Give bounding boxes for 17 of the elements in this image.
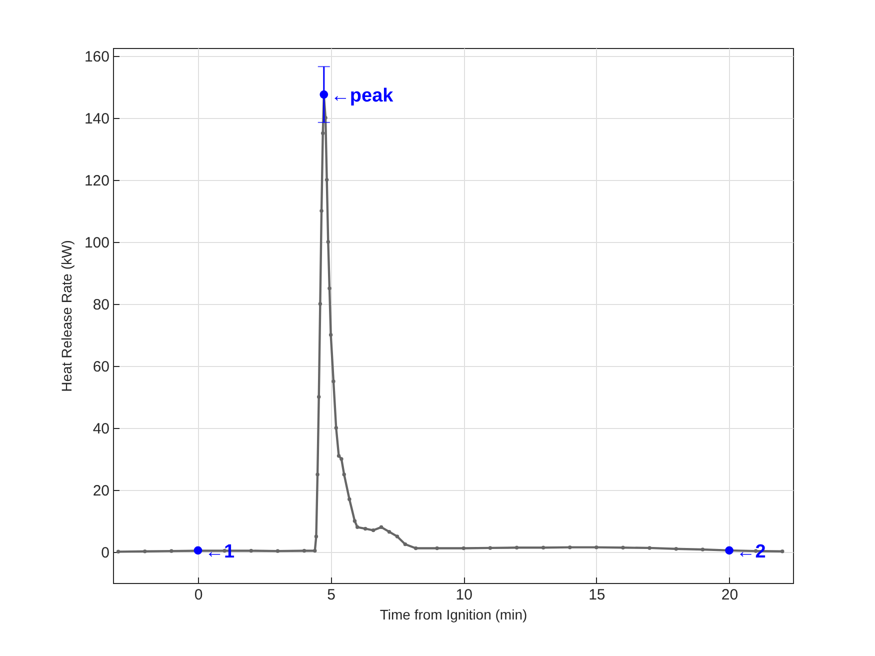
x-tick-label: 20: [721, 586, 738, 604]
y-tick-label: 60: [92, 358, 110, 376]
y-tick-label: 140: [84, 110, 110, 128]
y-tick-label: 120: [84, 172, 110, 190]
x-tick-label: 15: [588, 586, 606, 604]
y-axis-title: Heat Release Rate (kW): [58, 240, 74, 392]
x-axis-title: Time from Ignition (min): [380, 606, 528, 622]
x-tick-label: 0: [194, 586, 203, 604]
y-tick-label: 20: [92, 482, 110, 500]
y-tick-label: 160: [84, 48, 110, 66]
y-tick-label: 0: [101, 544, 110, 562]
x-tick-label: 10: [456, 586, 472, 604]
y-tick-label: 40: [92, 420, 110, 438]
x-tick-label: 5: [327, 586, 336, 604]
y-tick-label: 100: [84, 234, 110, 252]
annotation: ←peak: [330, 86, 394, 107]
y-tick-label: 80: [92, 296, 110, 314]
